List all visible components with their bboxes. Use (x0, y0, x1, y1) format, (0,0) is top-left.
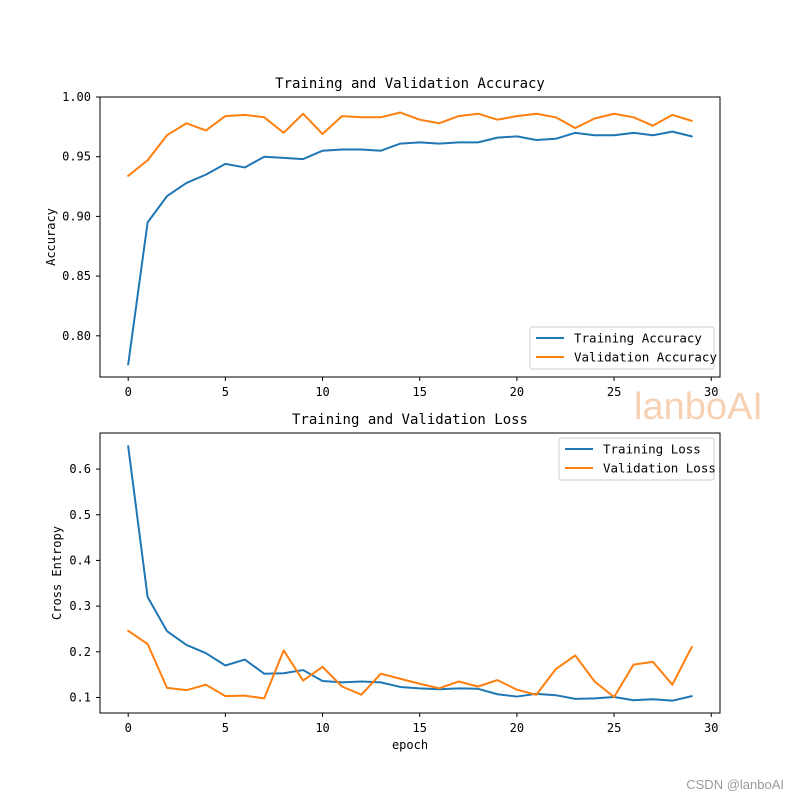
accuracy-x-tick-label: 25 (607, 385, 621, 399)
loss-x-axis-label: epoch (392, 738, 428, 752)
accuracy-x-tick-label: 5 (222, 385, 229, 399)
loss-y-tick-label: 0.2 (69, 645, 91, 659)
loss-x-tick-label: 15 (412, 721, 426, 735)
accuracy-x-tick-label: 15 (412, 385, 426, 399)
accuracy-y-tick-label: 1.00 (62, 90, 91, 104)
accuracy-x-tick-label: 10 (315, 385, 329, 399)
loss-series-validation-line (127, 629, 693, 700)
loss-y-tick-label: 0.3 (69, 599, 91, 613)
loss-legend-validation-label: Validation Loss (603, 461, 716, 476)
accuracy-series-training-line (127, 130, 693, 366)
accuracy-x-tick-label: 30 (704, 385, 718, 399)
loss-x-tick-label: 20 (510, 721, 524, 735)
loss-x-tick-label: 25 (607, 721, 621, 735)
loss-series-training-line (127, 445, 693, 702)
accuracy-y-axis-label: Accuracy (44, 208, 58, 266)
loss-chart-title: Training and Validation Loss (292, 412, 528, 428)
loss-legend-box (558, 437, 715, 481)
loss-x-tick-label: 30 (704, 721, 718, 735)
accuracy-y-tick-label: 0.85 (62, 269, 91, 283)
loss-legend-training-label: Training Loss (603, 442, 701, 457)
loss-x-tick-label: 0 (125, 721, 132, 735)
loss-y-tick-label: 0.5 (69, 508, 91, 522)
loss-x-tick-label: 10 (315, 721, 329, 735)
loss-plot-frame (99, 432, 721, 714)
loss-y-tick-label: 0.1 (69, 690, 91, 704)
loss-y-tick-label: 0.6 (69, 462, 91, 476)
accuracy-y-tick-label: 0.95 (62, 150, 91, 164)
watermark-text: lanboAI (634, 386, 763, 428)
accuracy-legend-box (529, 326, 715, 370)
accuracy-x-tick-label: 0 (125, 385, 132, 399)
accuracy-x-tick-label: 20 (510, 385, 524, 399)
footer-credit: CSDN @lanboAI (686, 777, 784, 792)
accuracy-y-tick-label: 0.90 (62, 209, 91, 223)
accuracy-chart-title: Training and Validation Accuracy (275, 76, 545, 92)
loss-y-tick-label: 0.4 (69, 553, 91, 567)
accuracy-legend-validation-label: Validation Accuracy (574, 350, 717, 365)
loss-y-axis-label: Cross Entropy (50, 526, 64, 620)
accuracy-series-validation-line (127, 111, 693, 177)
accuracy-y-tick-label: 0.80 (62, 329, 91, 343)
accuracy-legend-training-label: Training Accuracy (574, 331, 702, 346)
loss-x-tick-label: 5 (222, 721, 229, 735)
accuracy-plot-frame (99, 96, 721, 378)
